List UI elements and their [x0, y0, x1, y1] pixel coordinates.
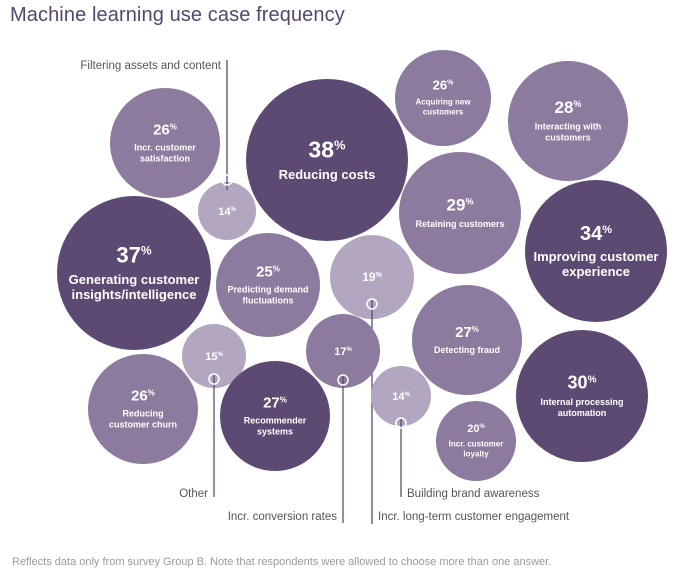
- bubble-circle: [412, 285, 522, 395]
- bubble-detecting-fraud: 27% Detecting fraud: [412, 285, 522, 395]
- category-label: Retaining customers: [415, 219, 504, 229]
- bubble-circle: [88, 354, 198, 464]
- category-label: Recommender: [244, 416, 307, 426]
- external-label-incr-conversion-rates: Incr. conversion rates: [228, 511, 338, 523]
- bubble-circle: [330, 235, 414, 319]
- bubble-building-brand-awareness: 14%: [371, 366, 431, 426]
- bubble-circle: [220, 361, 330, 471]
- bubble-circle: [395, 50, 491, 146]
- bubble-circle: [110, 88, 220, 198]
- value-label: 30%: [568, 372, 597, 392]
- external-label-incr-long-term-customer-engagement: Incr. long-term customer engagement: [378, 511, 570, 523]
- bubble-circle: [516, 330, 648, 462]
- bubble-generating-customer-insights-intelligence: 37% Generating customerinsights/intellige…: [57, 196, 211, 350]
- bubble-incr-long-term-customer-engagement: 19%: [330, 235, 414, 319]
- value-label: 25%: [256, 263, 280, 280]
- category-label: Predicting demand: [227, 285, 308, 295]
- leader-marker: [395, 417, 407, 429]
- value-label: 38%: [308, 137, 346, 163]
- value-label: 26%: [131, 387, 155, 404]
- category-label: Acquiring new: [415, 98, 471, 107]
- bubble-circle: [399, 152, 521, 274]
- category-label: satisfaction: [140, 154, 190, 164]
- category-label: Internal processing: [540, 397, 623, 407]
- category-label: Detecting fraud: [434, 345, 500, 355]
- footnote: Reflects data only from survey Group B. …: [12, 556, 552, 568]
- bubble-filtering-assets-and-content: 14%: [198, 182, 256, 240]
- value-label: 17%: [334, 346, 352, 358]
- value-label: 29%: [447, 195, 474, 214]
- category-label: automation: [558, 408, 607, 418]
- category-label: Interacting with: [535, 122, 602, 132]
- bubble-circle: [508, 61, 628, 181]
- category-label: Improving customer: [534, 249, 659, 264]
- bubble-circle: [371, 366, 431, 426]
- leader-marker: [337, 374, 349, 386]
- leader-marker: [221, 174, 233, 186]
- value-label: 20%: [467, 423, 485, 435]
- value-label: 26%: [153, 121, 177, 138]
- bubble-other: 15%: [182, 324, 246, 388]
- bubble-circle: [436, 401, 516, 481]
- category-label: Incr. customer: [134, 143, 196, 153]
- value-label: 14%: [392, 391, 410, 403]
- bubble-retaining-customers: 29% Retaining customers: [399, 152, 521, 274]
- value-label: 26%: [433, 78, 454, 93]
- value-label: 37%: [116, 243, 151, 268]
- bubble-circle: [525, 180, 667, 322]
- bubble-reducing-costs: 38% Reducing costs: [246, 79, 408, 241]
- category-label: customer churn: [109, 420, 177, 430]
- category-label: loyalty: [463, 450, 489, 459]
- value-label: 28%: [555, 98, 582, 117]
- category-label: customers: [423, 108, 464, 117]
- value-label: 14%: [218, 206, 236, 218]
- bubble-circle: [306, 314, 380, 388]
- leader-marker: [208, 373, 220, 385]
- bubble-circle: [216, 233, 320, 337]
- bubble-circle: [198, 182, 256, 240]
- category-label: Incr. customer: [449, 440, 504, 449]
- external-label-filtering-assets-and-content: Filtering assets and content: [80, 60, 221, 72]
- external-label-other: Other: [179, 488, 208, 500]
- chart-title: Machine learning use case frequency: [10, 4, 345, 26]
- leader-marker: [366, 298, 378, 310]
- external-label-building-brand-awareness: Building brand awareness: [407, 488, 540, 500]
- category-label: customers: [545, 133, 591, 143]
- category-label: Reducing costs: [279, 167, 376, 182]
- bubble-circle: [246, 79, 408, 241]
- category-label: Reducing: [122, 409, 163, 419]
- category-label: systems: [257, 427, 293, 437]
- value-label: 15%: [205, 351, 223, 363]
- bubble-incr-conversion-rates: 17%: [306, 314, 380, 388]
- category-label: experience: [562, 264, 630, 279]
- bubble-circle: [57, 196, 211, 350]
- value-label: 27%: [263, 394, 287, 411]
- category-label: fluctuations: [243, 296, 294, 306]
- bubble-circle: [182, 324, 246, 388]
- category-label: Generating customer: [69, 272, 200, 287]
- value-label: 27%: [455, 324, 479, 341]
- category-label: insights/intelligence: [72, 287, 197, 302]
- value-label: 34%: [580, 223, 612, 245]
- value-label: 19%: [362, 270, 382, 284]
